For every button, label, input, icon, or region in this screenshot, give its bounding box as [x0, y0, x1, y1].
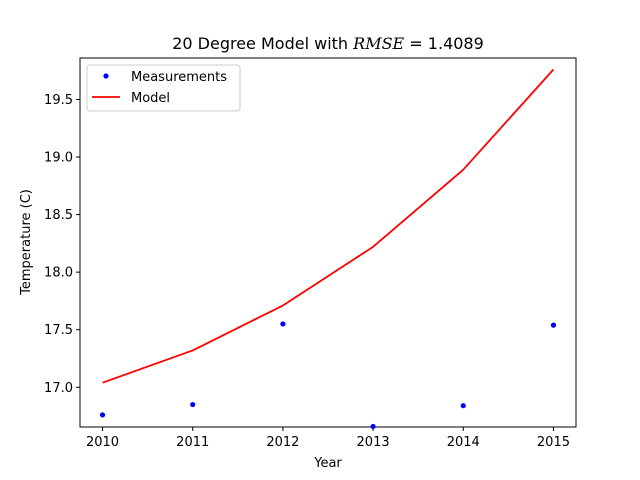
measurement-point	[190, 401, 196, 408]
legend-label-model: Model	[131, 91, 170, 106]
chart-title-math: RMSE	[352, 34, 404, 53]
legend-marker-measurements	[103, 73, 109, 79]
chart-title-prefix: 20 Degree Model with	[172, 34, 353, 53]
x-tick-label: 2015	[537, 435, 570, 450]
y-axis: 17.0 17.5 18.0 18.5 19.0 19.5	[44, 93, 80, 396]
measurement-point	[460, 403, 466, 409]
model-line	[102, 68, 555, 384]
legend-box	[86, 64, 241, 112]
y-tick-label: 18.5	[44, 208, 73, 223]
y-tick-label: 17.0	[44, 381, 73, 396]
chart-title: 20 Degree Model with RMSE = 1.4089	[172, 34, 484, 53]
x-tick-label: 2012	[266, 435, 299, 450]
x-tick-label: 2010	[86, 435, 119, 450]
y-tick-label: 19.5	[44, 93, 73, 108]
measurement-point	[550, 322, 557, 328]
x-axis: 2010 2011 2012 2013 2014 2015	[86, 427, 570, 450]
x-tick-label: 2011	[176, 435, 209, 450]
measurement-point	[370, 423, 376, 430]
x-axis-label: Year	[313, 456, 342, 471]
series-layer	[99, 68, 557, 430]
measurement-point	[99, 412, 106, 418]
plot-area	[79, 57, 577, 428]
legend-label-measurements: Measurements	[131, 70, 227, 85]
chart-title-value: 1.4089	[428, 34, 484, 53]
y-tick-label: 19.0	[44, 151, 73, 166]
chart-title-eq: =	[404, 34, 428, 53]
legend: Measurements Model	[86, 64, 241, 112]
y-tick-label: 18.0	[44, 266, 73, 281]
y-axis-label: Temperature (C)	[19, 189, 34, 296]
y-tick-label: 17.5	[44, 323, 73, 338]
x-tick-label: 2014	[447, 435, 480, 450]
measurement-point	[280, 321, 286, 327]
x-tick-label: 2013	[357, 435, 390, 450]
